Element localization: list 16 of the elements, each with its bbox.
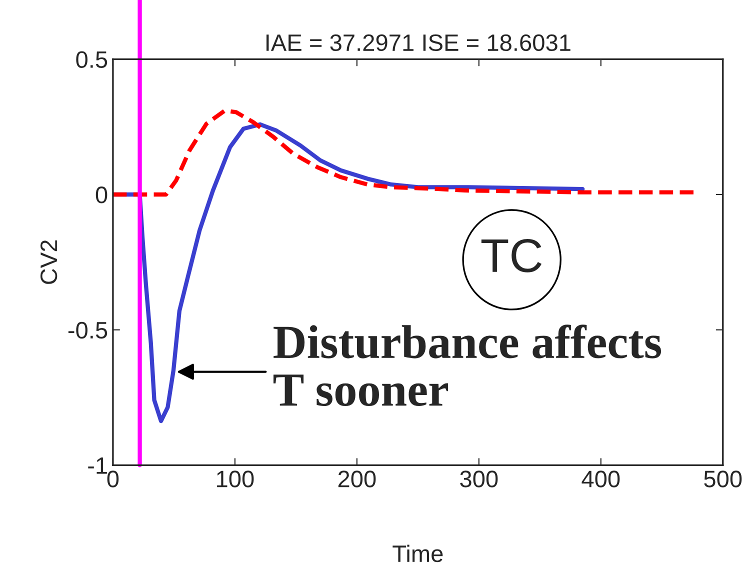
line-series [112,108,696,197]
y-tick-label: 0 [96,186,108,204]
x-tick-label: 200 [338,470,376,488]
y-tick-label: -1 [88,457,107,474]
x-axis-title: Time [392,544,443,562]
y-tick-label: 0.5 [76,51,108,68]
chart-title: IAE = 37.2971 ISE = 18.6031 [266,34,570,52]
annotation: Disturbance affects T sooner [273,324,662,406]
x-tick-label: 500 [704,470,742,488]
x-tick-label: 300 [460,470,498,488]
x-tick-label: 100 [217,470,254,488]
x-tick-label: 0 [107,470,119,488]
y-tick-label: -0.5 [68,322,108,339]
y-axis-title: CV2 [40,240,58,284]
annotation: TC [481,238,542,272]
x-tick-label: 400 [582,470,620,488]
